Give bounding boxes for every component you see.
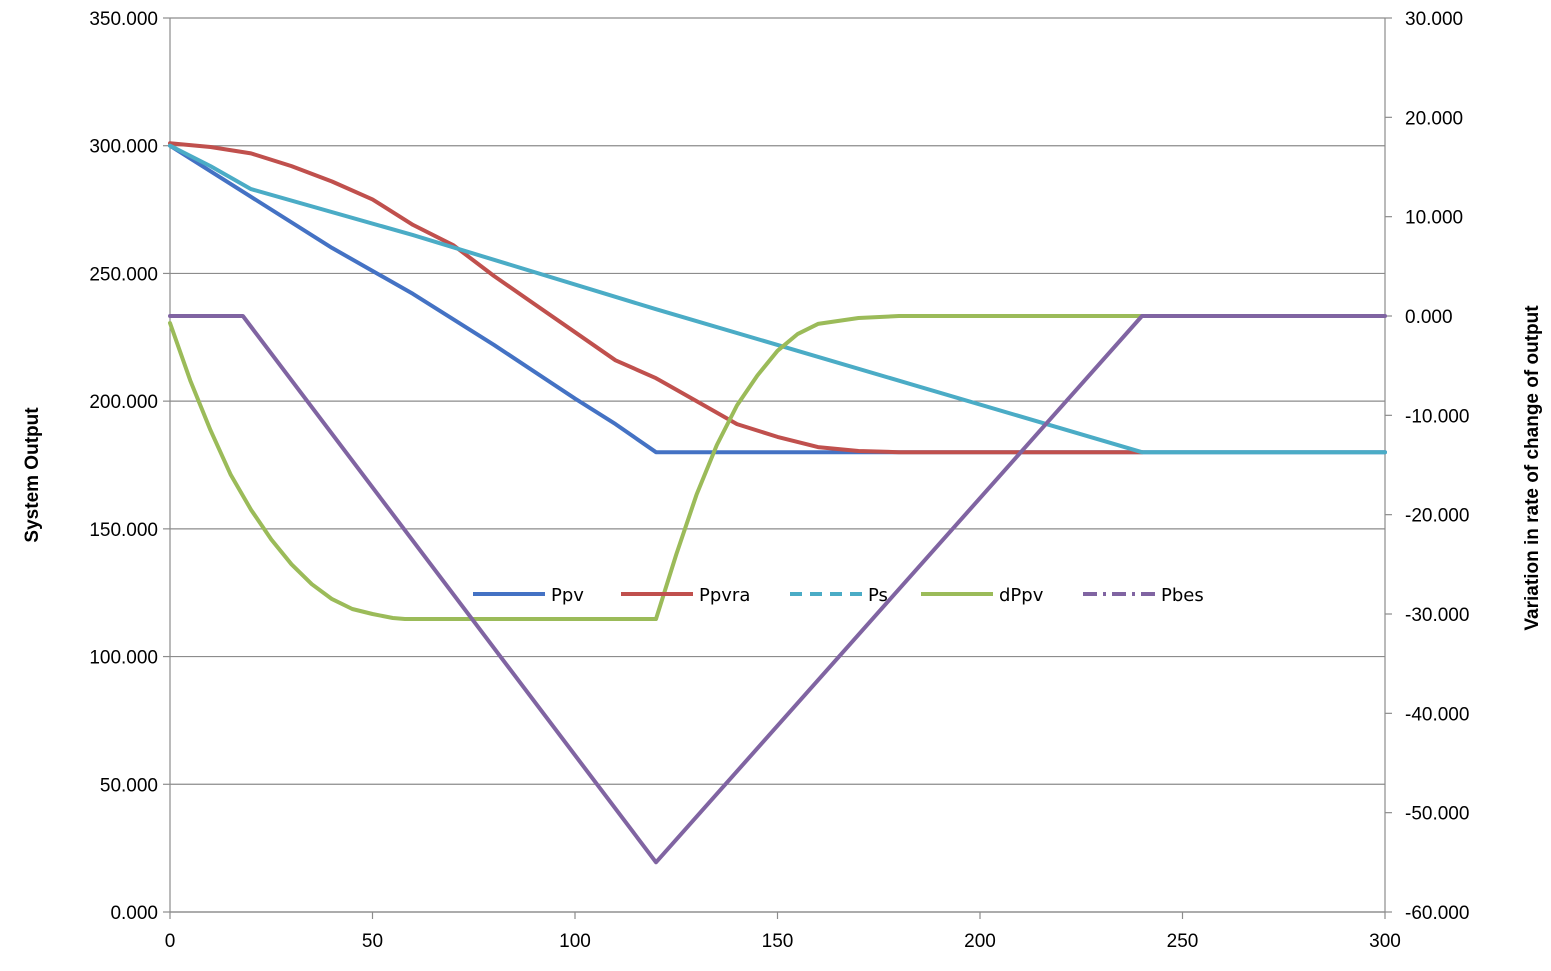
y2-tick-label: -20.000 bbox=[1405, 506, 1469, 527]
x-tick-label: 300 bbox=[1369, 931, 1401, 952]
series-line-ppvra bbox=[168, 141, 1144, 455]
x-tick-label: 200 bbox=[964, 931, 996, 952]
y-tick-label: 200.000 bbox=[89, 392, 158, 413]
y2-tick-label: -30.000 bbox=[1405, 605, 1469, 626]
legend-label-pbes: Pbes bbox=[1161, 585, 1204, 606]
series-line-dppv bbox=[168, 314, 1144, 621]
legend: Ppv Ppvra Ps dPpv Pbes bbox=[473, 585, 1204, 606]
x-tick-label: 0 bbox=[165, 931, 176, 952]
y2-tick-label: 0.000 bbox=[1405, 307, 1453, 328]
y2-axis-title: Variation in rate of change of output bbox=[1522, 305, 1543, 631]
y2-tick-label: 20.000 bbox=[1405, 108, 1463, 129]
series-line-pbes bbox=[168, 314, 1387, 865]
y2-tick-label: 10.000 bbox=[1405, 208, 1463, 229]
y-tick-label: 150.000 bbox=[89, 520, 158, 541]
x-tick-label: 250 bbox=[1167, 931, 1199, 952]
y2-tick-label: -50.000 bbox=[1405, 804, 1469, 825]
y-tick-label: 300.000 bbox=[89, 137, 158, 158]
x-tick-label: 150 bbox=[762, 931, 794, 952]
axes bbox=[163, 17, 1392, 919]
legend-label-ppvra: Ppvra bbox=[699, 585, 750, 606]
y-tick-label: 100.000 bbox=[89, 648, 158, 669]
x-tick-label: 50 bbox=[362, 931, 383, 952]
y2-tick-label: 30.000 bbox=[1405, 9, 1463, 30]
legend-label-dppv: dPpv bbox=[999, 585, 1044, 606]
y-tick-label: 50.000 bbox=[100, 775, 158, 796]
y-axis-title: System Output bbox=[22, 407, 43, 543]
y2-tick-label: -10.000 bbox=[1405, 406, 1469, 427]
x-tick-label: 100 bbox=[559, 931, 591, 952]
y2-tick-label: -40.000 bbox=[1405, 704, 1469, 725]
legend-label-ppv: Ppv bbox=[551, 585, 584, 606]
y-tick-label: 250.000 bbox=[89, 264, 158, 285]
y-tick-label: 350.000 bbox=[89, 9, 158, 30]
series-lines bbox=[168, 141, 1387, 865]
tick-labels: 0.000 50.000 100.000 150.000 200.000 250.000 3… bbox=[89, 9, 1469, 952]
y2-tick-label: -60.000 bbox=[1405, 903, 1469, 924]
series-line-ps bbox=[168, 143, 1387, 455]
y-tick-label: 0.000 bbox=[110, 903, 158, 924]
legend-label-ps: Ps bbox=[868, 585, 888, 606]
